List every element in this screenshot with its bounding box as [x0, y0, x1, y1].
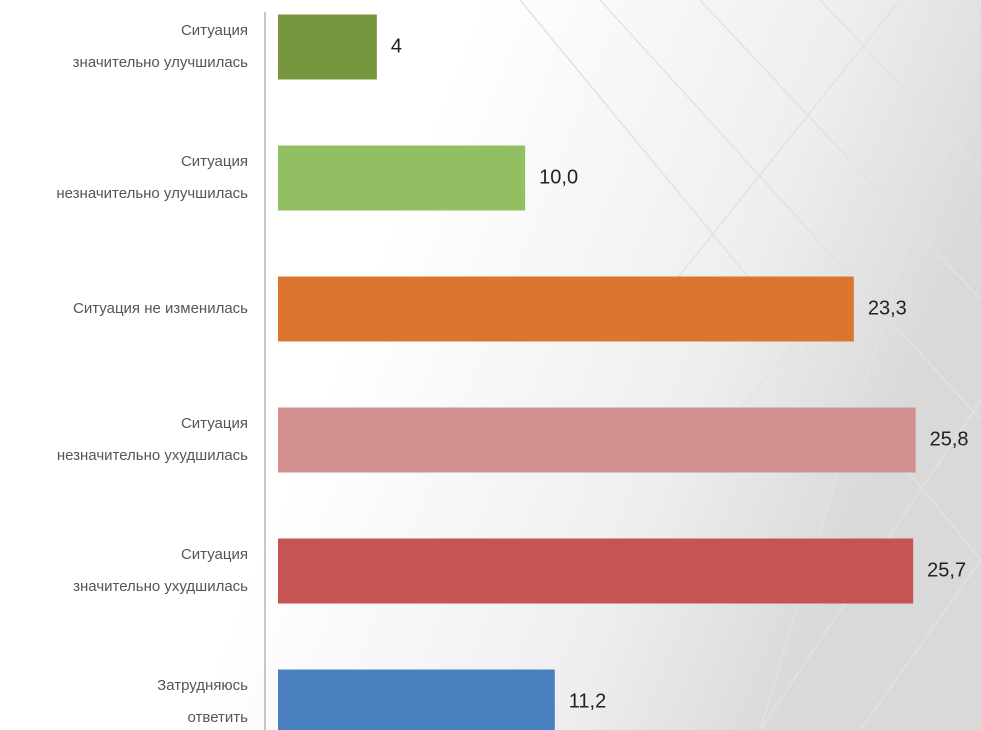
value-label: 4	[391, 35, 402, 57]
category-label: Ситуация	[181, 546, 248, 563]
bar	[278, 14, 377, 80]
category-label: незначительно улучшилась	[56, 185, 248, 202]
value-label: 23,3	[868, 297, 907, 319]
category-label: незначительно ухудшилась	[57, 447, 248, 464]
category-label: значительно ухудшилась	[73, 578, 248, 595]
bar	[278, 538, 914, 604]
category-label: ответить	[188, 709, 249, 726]
value-label: 10,0	[539, 166, 578, 188]
category-label: Затрудняюсь	[157, 677, 248, 694]
category-label: Ситуация	[181, 22, 248, 39]
value-label: 11,2	[569, 690, 606, 712]
value-label: 25,7	[927, 559, 966, 581]
bar	[278, 276, 854, 342]
bar	[278, 407, 916, 473]
category-label: Ситуация	[181, 153, 248, 170]
value-label: 25,8	[930, 428, 969, 450]
category-label: значительно улучшилась	[73, 54, 249, 71]
category-label: Ситуация	[181, 415, 248, 432]
category-label: Ситуация не изменилась	[73, 300, 248, 317]
bar	[278, 145, 526, 211]
bar	[278, 669, 555, 730]
